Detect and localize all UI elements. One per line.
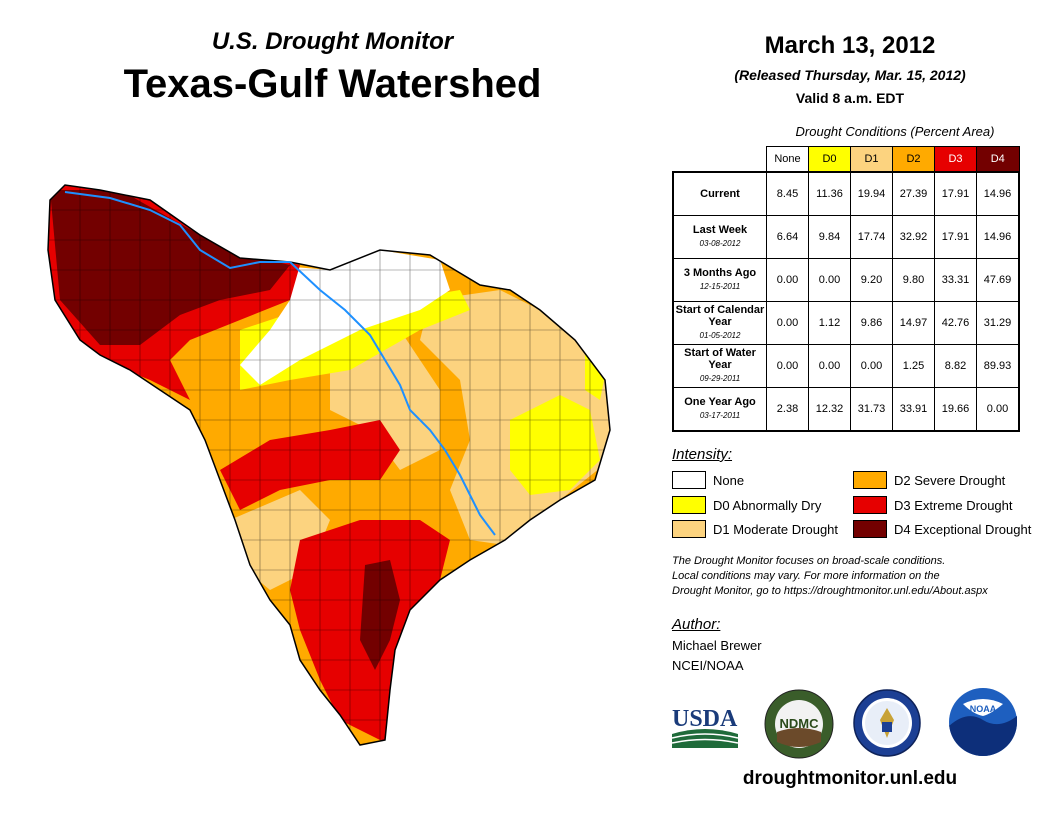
legend-swatch xyxy=(853,496,887,514)
cell-value: 14.97 xyxy=(892,301,935,345)
cell-value: 9.86 xyxy=(850,301,893,345)
cell-value: 8.45 xyxy=(766,171,809,216)
noaa-logo: NOAA xyxy=(949,688,1017,756)
row-label: One Year Ago 03-17-2011 xyxy=(672,387,767,432)
usda-logo: USDA xyxy=(671,706,739,748)
cell-value: 89.93 xyxy=(976,344,1020,388)
table-row: Start of Calendar Year 01-05-2012 0.00 1.… xyxy=(672,301,1020,345)
legend-item-d1: D1 Moderate Drought xyxy=(672,520,838,538)
col-d1: D1 xyxy=(850,146,893,173)
cell-value: 0.00 xyxy=(808,344,851,388)
cell-value: 0.00 xyxy=(976,387,1020,432)
river-red xyxy=(64,191,290,270)
website-link[interactable]: droughtmonitor.unl.edu xyxy=(742,768,958,789)
col-d3: D3 xyxy=(934,146,977,173)
map-title: Texas-Gulf Watershed xyxy=(123,62,542,106)
legend-label: D1 Moderate Drought xyxy=(713,521,839,537)
legend-swatch xyxy=(853,520,887,538)
row-label: Last Week 03-08-2012 xyxy=(672,215,767,259)
cell-value: 27.39 xyxy=(892,171,935,216)
table-row: Last Week 03-08-2012 6.64 9.84 17.74 32.9… xyxy=(672,215,1020,259)
cell-value: 2.38 xyxy=(766,387,809,432)
usda-logo-text: USDA xyxy=(672,706,738,732)
author-heading: Author: xyxy=(672,616,721,633)
cell-value: 9.80 xyxy=(892,258,935,302)
commerce-seal xyxy=(853,689,921,757)
col-d0: D0 xyxy=(808,146,851,173)
cell-value: 14.96 xyxy=(976,215,1020,259)
cell-value: 19.66 xyxy=(934,387,977,432)
cell-value: 9.20 xyxy=(850,258,893,302)
col-d2: D2 xyxy=(892,146,935,173)
legend-swatch xyxy=(672,496,706,514)
valid-time: Valid 8 a.m. EDT xyxy=(795,90,905,106)
cell-value: 0.00 xyxy=(766,344,809,388)
noaa-logo-text: NOAA xyxy=(970,704,997,714)
legend-swatch xyxy=(672,471,706,489)
cell-value: 19.94 xyxy=(850,171,893,216)
table-row: Start of Water Year 09-29-2011 0.00 0.00 … xyxy=(672,344,1020,388)
table-row: 3 Months Ago 12-15-2011 0.00 0.00 9.20 9.… xyxy=(672,258,1020,302)
conditions-caption: Drought Conditions (Percent Area) xyxy=(795,124,995,139)
author-name: Michael Brewer xyxy=(672,638,762,653)
conditions-table: None D0 D1 D2 D3 D4 Current 8.45 11.36 1… xyxy=(672,146,1020,432)
table-row: Current 8.45 11.36 19.94 27.39 17.91 14.… xyxy=(672,171,1020,216)
cell-value: 0.00 xyxy=(808,258,851,302)
row-label: 3 Months Ago 12-15-2011 xyxy=(672,258,767,302)
cell-value: 17.74 xyxy=(850,215,893,259)
legend-label: None xyxy=(713,472,745,488)
legend-label: D3 Extreme Drought xyxy=(894,497,1013,513)
cell-value: 31.73 xyxy=(850,387,893,432)
cell-value: 14.96 xyxy=(976,171,1020,216)
col-none: None xyxy=(766,146,809,173)
legend-item-d2: D2 Severe Drought xyxy=(853,471,1005,489)
cell-value: 47.69 xyxy=(976,258,1020,302)
legend-label: D4 Exceptional Drought xyxy=(894,521,1032,537)
legend-item-none: None xyxy=(672,471,744,489)
col-d4: D4 xyxy=(976,146,1020,173)
map-date: March 13, 2012 xyxy=(764,32,936,59)
cell-value: 32.92 xyxy=(892,215,935,259)
disclaimer-note: The Drought Monitor focuses on broad-sca… xyxy=(672,555,988,597)
legend-swatch xyxy=(853,471,887,489)
legend-label: D0 Abnormally Dry xyxy=(713,497,822,513)
cell-value: 17.91 xyxy=(934,215,977,259)
table-row: One Year Ago 03-17-2011 2.38 12.32 31.73 … xyxy=(672,387,1020,432)
row-label: Start of Calendar Year 01-05-2012 xyxy=(672,301,767,345)
cell-value: 1.12 xyxy=(808,301,851,345)
author-org: NCEI/NOAA xyxy=(672,658,744,673)
cell-value: 33.91 xyxy=(892,387,935,432)
legend-item-d3: D3 Extreme Drought xyxy=(853,496,1013,514)
ndmc-logo-text: NDMC xyxy=(780,716,820,731)
cell-value: 9.84 xyxy=(808,215,851,259)
table-header-row: None D0 D1 D2 D3 D4 xyxy=(673,146,1020,173)
release-date: (Released Thursday, Mar. 15, 2012) xyxy=(734,67,966,83)
cell-value: 0.00 xyxy=(766,258,809,302)
map-zone-d3-central xyxy=(220,420,400,510)
cell-value: 6.64 xyxy=(766,215,809,259)
row-label: Start of Water Year 09-29-2011 xyxy=(672,344,767,388)
river-sabine xyxy=(289,261,496,536)
cell-value: 0.00 xyxy=(766,301,809,345)
legend-item-d4: D4 Exceptional Drought xyxy=(853,520,1031,538)
cell-value: 17.91 xyxy=(934,171,977,216)
cell-value: 11.36 xyxy=(808,171,851,216)
cell-value: 12.32 xyxy=(808,387,851,432)
cell-value: 0.00 xyxy=(850,344,893,388)
cell-value: 31.29 xyxy=(976,301,1020,345)
legend-title: Intensity: xyxy=(672,446,733,463)
legend-label: D2 Severe Drought xyxy=(894,472,1006,488)
cell-value: 42.76 xyxy=(934,301,977,345)
ndmc-logo: NDMC xyxy=(764,689,834,759)
map-subtitle: U.S. Drought Monitor xyxy=(211,28,454,55)
watershed-map xyxy=(47,184,611,746)
legend-swatch xyxy=(672,520,706,538)
cell-value: 33.31 xyxy=(934,258,977,302)
cell-value: 8.82 xyxy=(934,344,977,388)
legend-item-d0: D0 Abnormally Dry xyxy=(672,496,821,514)
cell-value: 1.25 xyxy=(892,344,935,388)
watershed-outline xyxy=(47,184,611,746)
row-label: Current xyxy=(672,171,767,216)
